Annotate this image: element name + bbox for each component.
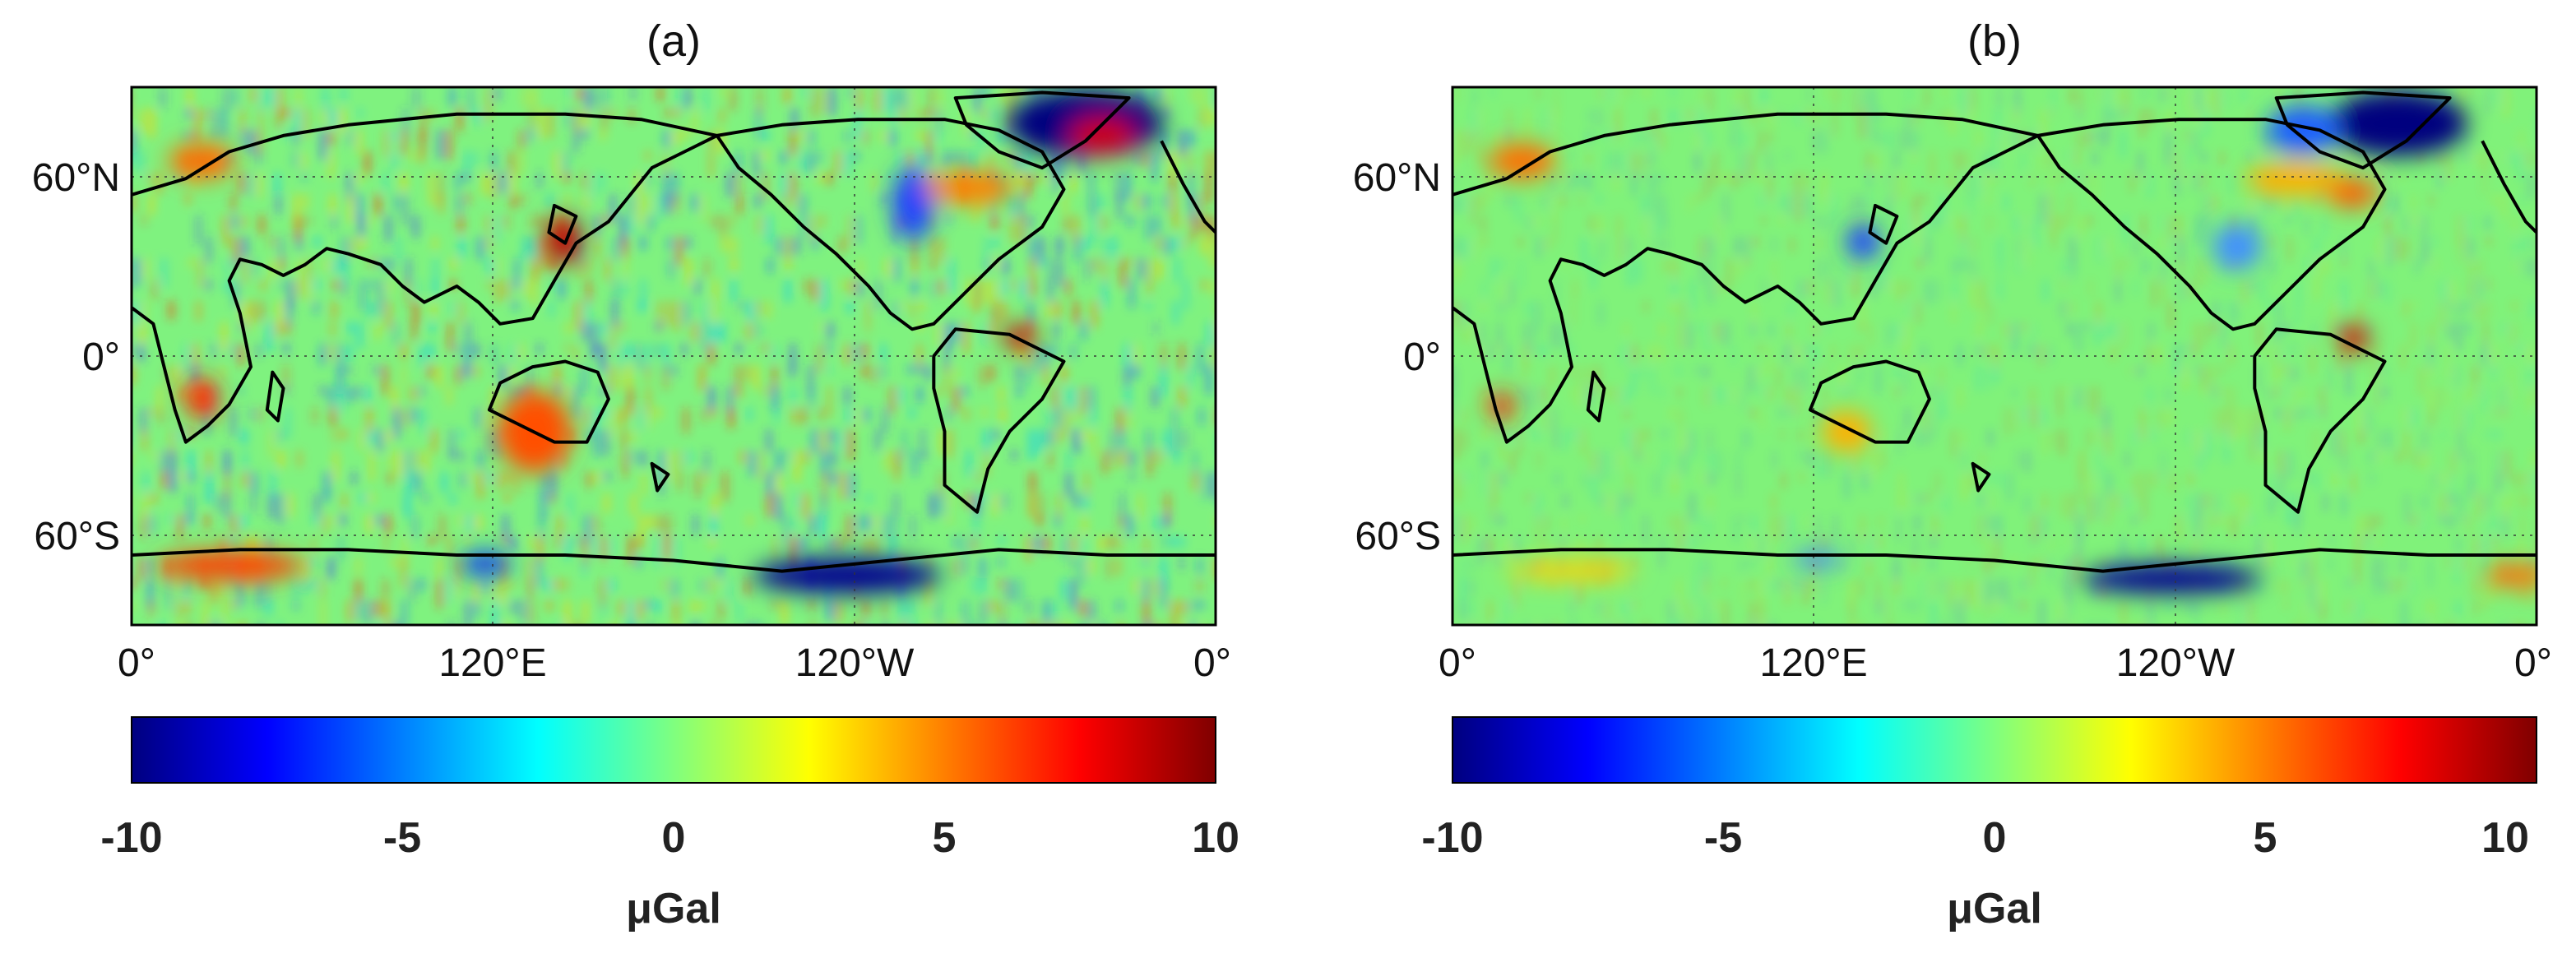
coastline-path — [2253, 327, 2387, 514]
panel-b-lon-label-0: 0° — [1439, 641, 1476, 685]
panel-a-lat-label-60n: 60°N — [32, 156, 120, 200]
panel-a-lon-label-360: 0° — [1193, 641, 1231, 685]
panel-b-coastlines — [1452, 90, 2537, 573]
panel-b-frame — [1451, 86, 2538, 627]
coastline-path — [487, 359, 610, 444]
panel-a-cb-tick-10: 10 — [1192, 814, 1239, 862]
coastline-path — [547, 203, 578, 245]
panel-b-lat-label-60s: 60°S — [1355, 515, 1441, 558]
panel-a-lon-label-120w: 120°W — [795, 641, 915, 685]
panel-b-colorbar-unit: μGal — [1947, 885, 2042, 933]
panel-b-cb-tick-neg5: -5 — [1704, 814, 1742, 862]
coastline-path — [265, 370, 285, 423]
panel-b-cb-tick-5: 5 — [2254, 814, 2277, 862]
panel-a-title: (a) — [646, 16, 701, 66]
panel-b-cb-tick-0: 0 — [1983, 814, 2007, 862]
panel-b-colorbar: -10 -5 0 5 10 μGal — [1421, 716, 2537, 933]
panel-b-anomalies — [1489, 90, 2537, 594]
panel-b-cb-tick-10: 10 — [2481, 814, 2529, 862]
coastline-path — [1160, 140, 1216, 234]
coastline-path — [650, 461, 670, 493]
panel-b-colorbar-gradient — [1452, 717, 2537, 783]
coastline-path — [132, 112, 719, 444]
panel-a-colorbar-gradient — [132, 717, 1216, 783]
coastline-path — [715, 118, 1066, 331]
panel-b-map — [1452, 87, 2537, 625]
coastline-path — [932, 327, 1066, 514]
panel-a-lon-label-0: 0° — [118, 641, 155, 685]
panel-a-frame — [130, 86, 1217, 627]
coastline-path — [953, 90, 1131, 170]
coastline-path — [1586, 370, 1606, 423]
coastline-path — [1868, 203, 1899, 245]
panel-b-cb-tick-neg10: -10 — [1421, 814, 1483, 862]
panel-a-colorbar-frame — [131, 716, 1216, 784]
panel-a-cb-tick-0: 0 — [662, 814, 686, 862]
coastline-path — [2036, 118, 2387, 331]
panel-a-cb-tick-neg10: -10 — [100, 814, 162, 862]
panel-a-lon-label-120e: 120°E — [438, 641, 546, 685]
panel-a-colorbar: -10 -5 0 5 10 μGal — [100, 716, 1239, 933]
panel-b-lat-label-60n: 60°N — [1353, 156, 1441, 200]
panel-a-map — [132, 87, 1216, 625]
coastline-path — [2274, 90, 2452, 170]
coastline-path — [2481, 140, 2537, 234]
coastline-path — [1452, 548, 2537, 573]
panel-b-colorbar-frame — [1452, 716, 2537, 784]
panel-a-cb-tick-neg5: -5 — [383, 814, 421, 862]
coastline-path — [1808, 359, 1931, 444]
panel-a-coastlines — [132, 90, 1216, 573]
panel-a-colorbar-unit: μGal — [626, 885, 721, 933]
panel-b-lat-label-0: 0° — [1403, 336, 1441, 379]
coastline-path — [1971, 461, 1991, 493]
panel-b-lon-label-120e: 120°E — [1759, 641, 1867, 685]
panel-a-cb-tick-5: 5 — [933, 814, 957, 862]
panel-b-lon-label-120w: 120°W — [2116, 641, 2235, 685]
coastline-path — [132, 548, 1216, 573]
panel-a-lat-label-0: 0° — [82, 336, 120, 379]
panel-b-lon-label-360: 0° — [2514, 641, 2552, 685]
coastline-path — [1452, 112, 2040, 444]
panel-a: (a) — [32, 16, 1239, 933]
panel-a-lat-label-60s: 60°S — [34, 515, 120, 558]
panel-b-title: (b) — [1967, 16, 2022, 66]
panel-b: (b) — [1353, 16, 2552, 933]
